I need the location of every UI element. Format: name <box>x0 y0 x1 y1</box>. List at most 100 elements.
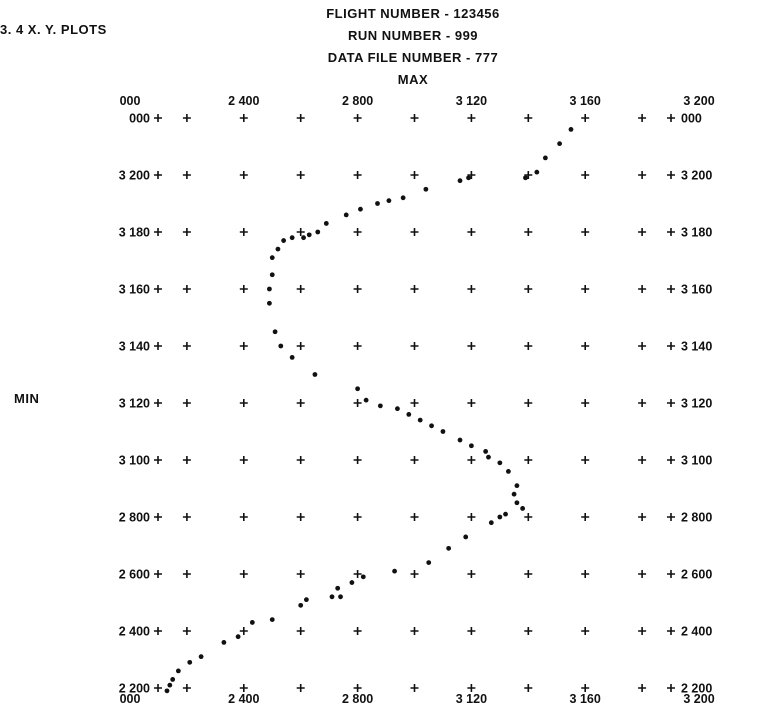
grid-marker <box>411 456 419 464</box>
grid-marker <box>524 627 532 635</box>
data-point <box>267 287 272 292</box>
grid-marker <box>240 627 248 635</box>
grid-marker <box>183 684 191 692</box>
data-point <box>165 688 170 693</box>
grid-marker <box>667 114 675 122</box>
y-tick-label-right: 3 200 <box>681 169 712 183</box>
data-point <box>313 372 318 377</box>
grid-marker <box>411 627 419 635</box>
y-tick-label-left: 3 200 <box>119 169 150 183</box>
data-point <box>278 344 283 349</box>
grid-marker <box>183 114 191 122</box>
grid-marker <box>638 627 646 635</box>
data-point <box>506 469 511 474</box>
grid-marker <box>667 228 675 236</box>
data-point <box>515 483 520 488</box>
grid-marker <box>240 228 248 236</box>
grid-marker <box>524 342 532 350</box>
grid-marker <box>581 399 589 407</box>
grid-marker <box>354 399 362 407</box>
data-point <box>338 594 343 599</box>
data-point <box>250 620 255 625</box>
grid-marker <box>154 513 162 521</box>
data-point <box>386 198 391 203</box>
x-tick-label-bottom: 2 800 <box>342 692 373 706</box>
data-point <box>378 403 383 408</box>
grid-marker <box>354 114 362 122</box>
grid-marker <box>240 342 248 350</box>
grid-marker <box>467 684 475 692</box>
grid-marker <box>183 456 191 464</box>
grid-marker <box>411 342 419 350</box>
grid-marker <box>240 285 248 293</box>
data-point <box>375 201 380 206</box>
data-point <box>315 230 320 235</box>
grid-marker <box>183 342 191 350</box>
grid-marker <box>240 570 248 578</box>
grid-marker <box>667 684 675 692</box>
grid-marker <box>667 171 675 179</box>
data-point <box>497 515 502 520</box>
data-point <box>486 455 491 460</box>
data-point <box>324 221 329 226</box>
grid-marker <box>524 399 532 407</box>
grid-marker <box>354 342 362 350</box>
data-point <box>401 195 406 200</box>
data-point <box>426 560 431 565</box>
grid-marker <box>524 114 532 122</box>
data-point <box>298 603 303 608</box>
grid-marker <box>183 513 191 521</box>
data-point <box>441 429 446 434</box>
y-tick-label-right: 2 200 <box>681 682 712 696</box>
grid-marker <box>354 171 362 179</box>
grid-marker <box>354 570 362 578</box>
data-point <box>534 170 539 175</box>
grid-marker <box>581 684 589 692</box>
data-point <box>270 272 275 277</box>
data-point <box>350 580 355 585</box>
grid-marker <box>638 399 646 407</box>
grid-marker <box>297 342 305 350</box>
grid-marker <box>240 456 248 464</box>
x-tick-label-top: 000 <box>120 94 141 108</box>
grid-marker <box>183 570 191 578</box>
data-point <box>523 175 528 180</box>
grid-marker <box>297 114 305 122</box>
data-point <box>569 127 574 132</box>
grid-marker <box>581 627 589 635</box>
grid-marker <box>154 456 162 464</box>
data-point <box>290 235 295 240</box>
grid-marker <box>154 627 162 635</box>
y-tick-label-right: 2 800 <box>681 511 712 525</box>
grid-marker <box>524 513 532 521</box>
grid-marker <box>638 513 646 521</box>
grid-marker <box>183 171 191 179</box>
grid-marker <box>297 627 305 635</box>
grid-marker <box>467 456 475 464</box>
grid-marker <box>581 513 589 521</box>
data-point <box>463 535 468 540</box>
y-tick-label-left: 3 140 <box>119 340 150 354</box>
grid-marker <box>411 114 419 122</box>
data-point <box>483 449 488 454</box>
data-point <box>199 654 204 659</box>
data-point <box>364 398 369 403</box>
x-tick-label-top: 2 400 <box>228 94 259 108</box>
grid-marker <box>467 228 475 236</box>
data-point <box>503 512 508 517</box>
grid-marker <box>467 285 475 293</box>
grid-marker <box>467 342 475 350</box>
y-tick-label-right: 3 180 <box>681 226 712 240</box>
y-tick-label-right: 3 120 <box>681 397 712 411</box>
data-point <box>466 175 471 180</box>
grid-marker <box>411 171 419 179</box>
grid-marker <box>354 513 362 521</box>
data-point <box>176 669 181 674</box>
grid-marker <box>467 114 475 122</box>
y-tick-label-right: 2 600 <box>681 568 712 582</box>
data-point <box>418 418 423 423</box>
grid-marker <box>297 399 305 407</box>
grid-marker <box>154 114 162 122</box>
data-point <box>429 423 434 428</box>
